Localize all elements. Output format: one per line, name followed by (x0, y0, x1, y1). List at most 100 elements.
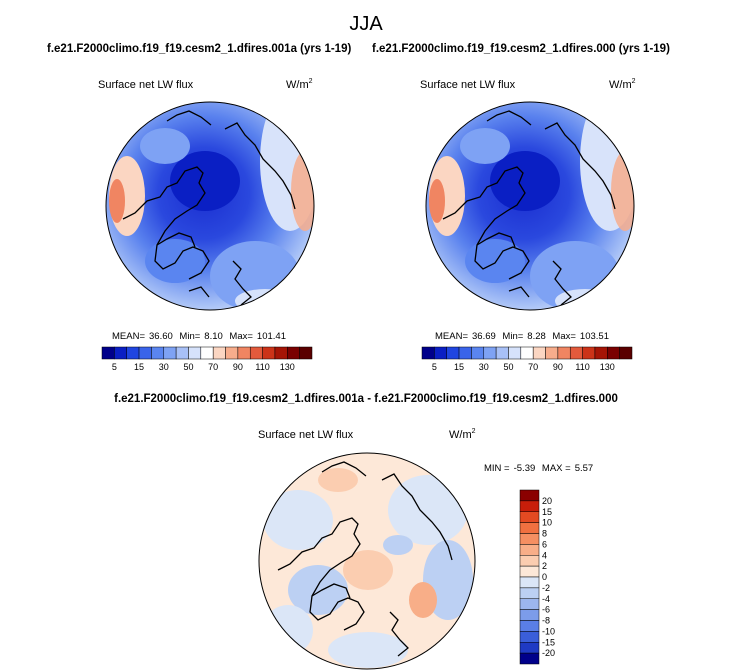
colorbar-swatch (519, 642, 540, 654)
colorbar-tick-label: -20 (542, 648, 555, 658)
panel-1-map (105, 101, 315, 311)
colorbar-swatch (519, 631, 540, 643)
difference-units: W/m2 (449, 428, 476, 441)
difference-map-border (258, 452, 476, 670)
colorbar-swatch (520, 346, 534, 360)
colorbar-swatch (299, 346, 313, 360)
colorbar-swatch (557, 346, 571, 360)
colorbar-swatch (619, 346, 633, 360)
colorbar-swatch (519, 522, 540, 534)
panel-2-units: W/m2 (609, 78, 636, 91)
colorbar-swatch (212, 346, 226, 360)
figure-title: JJA (349, 13, 383, 35)
colorbar-swatch (519, 587, 540, 599)
colorbar-swatch (249, 346, 263, 360)
colorbar-tick-label: 15 (542, 507, 552, 517)
colorbar-swatch (126, 346, 140, 360)
difference-variable-label: Surface net LW flux (258, 429, 354, 441)
colorbar-swatch (594, 346, 608, 360)
colorbar-tick-label: 30 (479, 362, 489, 372)
colorbar-swatch (519, 533, 540, 545)
difference-stats: MIN = -5.39 MAX = 5.57 (484, 463, 594, 474)
panel-2-stats: MEAN= 36.69 Min= 8.28 Max= 103.51 (435, 331, 609, 342)
colorbar-tick-label: 4 (542, 550, 547, 560)
colorbar-swatch (458, 346, 472, 360)
colorbar-tick-label: 8 (542, 529, 547, 539)
colorbar-swatch (519, 598, 540, 610)
difference-map (258, 452, 476, 670)
colorbar-swatch (582, 346, 596, 360)
colorbar-tick-label: 15 (134, 362, 144, 372)
panel-1-units: W/m2 (286, 78, 313, 91)
colorbar-tick-label: 10 (542, 518, 552, 528)
colorbar-tick-label: 90 (233, 362, 243, 372)
colorbar-swatch (262, 346, 276, 360)
colorbar-tick-label: 110 (255, 362, 269, 372)
colorbar-tick-label: 70 (528, 362, 538, 372)
colorbar-tick-label: 2 (542, 561, 547, 571)
colorbar-swatch (519, 500, 540, 512)
difference-coastlines (277, 461, 453, 657)
colorbar-tick-label: -8 (542, 616, 550, 626)
colorbar-tick-label: 90 (553, 362, 563, 372)
colorbar-tick-label: 15 (454, 362, 464, 372)
colorbar-tick-label: 130 (600, 362, 615, 372)
colorbar-swatch (519, 555, 540, 567)
colorbar-tick-label: -6 (542, 605, 550, 615)
colorbar-swatch (519, 652, 540, 665)
colorbar-swatch (188, 346, 202, 360)
panel-2-run-title: f.e21.F2000climo.f19_f19.cesm2_1.dfires.… (372, 43, 670, 55)
colorbar-tick-label: 50 (503, 362, 513, 372)
colorbar-tick-label: -10 (542, 626, 555, 636)
colorbar-tick-label: 5 (112, 362, 117, 372)
colorbar-tick-label: 0 (542, 572, 547, 582)
colorbar-swatch (237, 346, 251, 360)
colorbar-swatch (114, 346, 127, 360)
panel-2-variable-label: Surface net LW flux (420, 79, 516, 91)
colorbar-swatch (519, 576, 540, 589)
colorbar-swatch (532, 346, 546, 360)
colorbar-swatch (200, 346, 214, 360)
colorbar-tick-label: -4 (542, 594, 550, 604)
colorbar-swatch (508, 346, 522, 360)
colorbar-tick-label: 5 (432, 362, 437, 372)
colorbar-tick-label: 6 (542, 539, 547, 549)
colorbar-swatch (274, 346, 288, 360)
colorbar-swatch (607, 346, 620, 360)
colorbar-swatch (519, 565, 540, 578)
colorbar-swatch (434, 346, 447, 360)
colorbar-swatch (421, 346, 435, 360)
panel-1-run-title: f.e21.F2000climo.f19_f19.cesm2_1.dfires.… (47, 43, 352, 55)
colorbar-swatch (175, 346, 189, 360)
panel-1-map-border (105, 101, 315, 311)
colorbar-tick-label: 50 (183, 362, 193, 372)
panel-1-variable-label: Surface net LW flux (98, 79, 194, 91)
colorbar-swatch (225, 346, 239, 360)
difference-title: f.e21.F2000climo.f19_f19.cesm2_1.dfires.… (114, 393, 618, 405)
panel-1-stats: MEAN= 36.60 Min= 8.10 Max= 101.41 (112, 331, 286, 342)
colorbar-swatch (519, 620, 540, 632)
difference-field (259, 453, 475, 669)
colorbar-swatch (519, 511, 540, 523)
panel-2-coastlines (442, 110, 616, 306)
colorbar-swatch (151, 346, 165, 360)
colorbar-tick-label: 130 (280, 362, 295, 372)
colorbar-swatch (569, 346, 583, 360)
colorbar-swatch (519, 609, 540, 621)
panel-1-colorbar: 5 15 30 50 70 90 110 130 (101, 346, 313, 372)
colorbar-swatch (483, 346, 497, 360)
panel-2-map-border (425, 101, 635, 311)
colorbar-swatch (495, 346, 509, 360)
colorbar-swatch (446, 346, 460, 360)
colorbar-tick-label: 30 (159, 362, 169, 372)
colorbar-swatch (287, 346, 300, 360)
colorbar-swatch (163, 346, 177, 360)
colorbar-tick-label: -15 (542, 637, 555, 647)
colorbar-swatch (101, 346, 115, 360)
colorbar-tick-label: 110 (575, 362, 589, 372)
colorbar-swatch (138, 346, 152, 360)
colorbar-swatch (519, 489, 540, 502)
colorbar-swatch (471, 346, 485, 360)
colorbar-tick-label: 20 (542, 496, 552, 506)
